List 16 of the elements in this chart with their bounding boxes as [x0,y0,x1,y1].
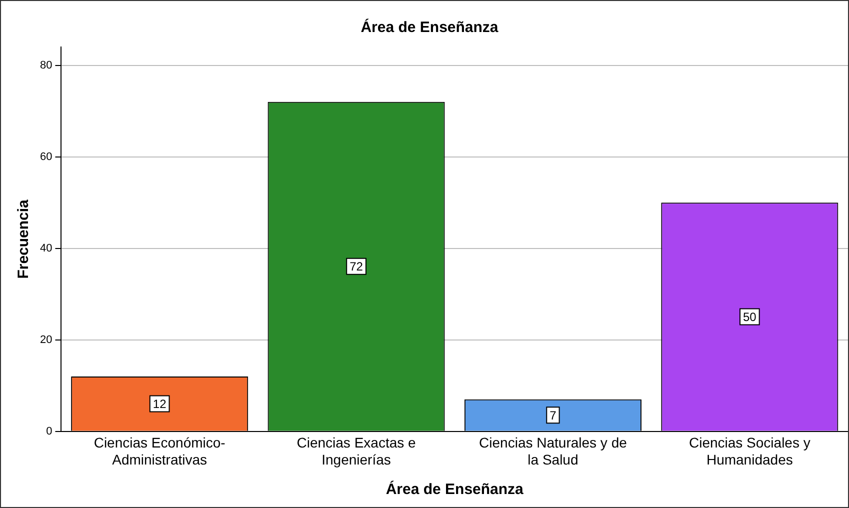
data-label: 7 [550,408,557,422]
x-tick-label: Ciencias Naturales y de la Salud [479,434,628,468]
y-tick-label: 60 [40,150,52,163]
y-tick-label: 20 [40,334,52,346]
x-tick-label: Ciencias Económico-Administrativas [94,434,226,468]
y-axis-title: Frecuencia [15,198,32,279]
x-tick-label: Ciencias Exactas e Ingenierías [296,434,416,468]
x-axis-title: Área de Enseñanza [386,480,524,498]
chart-title: Área de Enseñanza [360,18,499,36]
data-label: 12 [152,397,167,412]
data-label: 50 [742,310,757,324]
data-label: 72 [350,260,364,274]
y-tick-label: 40 [40,242,52,254]
y-tick-label: 0 [46,425,52,438]
y-tick-label: 80 [40,59,52,72]
x-tick-label: Ciencias Sociales y Humanidades [688,434,810,468]
